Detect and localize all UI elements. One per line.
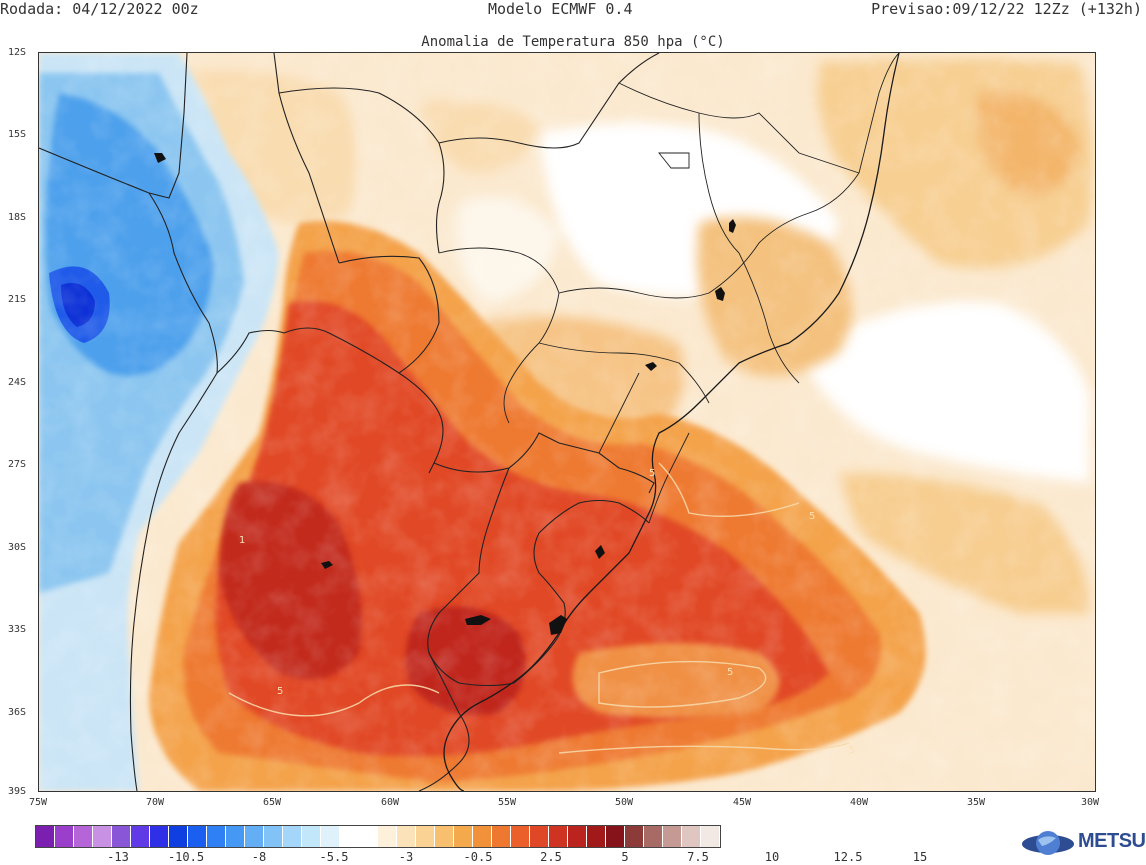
color-scale-swatch: [701, 826, 720, 847]
coastline: [443, 53, 900, 791]
lon-label: 50W: [614, 797, 634, 808]
color-scale-swatch: [378, 826, 397, 847]
metsul-logo-text: METSUL: [1078, 830, 1146, 852]
lat-label: 27S: [8, 459, 27, 470]
color-scale-swatch: [682, 826, 701, 847]
lon-label: 60W: [380, 797, 400, 808]
contour-label: 5: [849, 745, 855, 756]
lat-label: 33S: [8, 624, 27, 635]
color-scale-swatch: [397, 826, 416, 847]
color-scale-swatch: [302, 826, 321, 847]
color-scale-swatch: [359, 826, 378, 847]
state-borders: [438, 53, 900, 524]
color-scale-swatch: [245, 826, 264, 847]
color-scale-label: 2.5: [540, 850, 562, 864]
contour-label: 1: [239, 535, 245, 546]
color-scale-swatch: [435, 826, 454, 847]
contour-label: 5: [727, 667, 733, 678]
color-scale-swatch: [511, 826, 530, 847]
globe-icon: [1022, 831, 1074, 855]
lat-label: 36S: [8, 707, 27, 718]
model-label: Modelo ECMWF 0.4: [488, 0, 633, 18]
color-scale-swatch: [473, 826, 492, 847]
color-scale-swatch: [207, 826, 226, 847]
color-scale-swatch: [226, 826, 245, 847]
color-scale-swatch: [36, 826, 55, 847]
map-canvas: 5 5 5 5 5 1: [39, 53, 1095, 791]
color-scale-label: 15: [912, 850, 928, 864]
color-scale-label: 12.5: [833, 850, 863, 864]
color-scale-swatch: [549, 826, 568, 847]
color-scale-swatch: [644, 826, 663, 847]
anomaly-contours: [228, 462, 850, 754]
color-scale-label: 5: [621, 850, 629, 864]
color-scale-swatch: [625, 826, 644, 847]
color-scale-label: -10.5: [167, 850, 205, 864]
color-scale-swatch: [55, 826, 74, 847]
color-scale-swatch: [150, 826, 169, 847]
contour-label: 5: [649, 468, 655, 479]
inland-water-bodies: [154, 153, 736, 635]
color-scale-swatch: [131, 826, 150, 847]
color-scale-swatch: [568, 826, 587, 847]
color-scale-swatch: [416, 826, 435, 847]
lat-label: 30S: [8, 542, 27, 553]
contour-label: 5: [809, 511, 815, 522]
lon-label: 75W: [28, 797, 48, 808]
color-scale-swatch: [112, 826, 131, 847]
color-scale-swatch: [74, 826, 93, 847]
color-scale-swatch: [264, 826, 283, 847]
lat-label: 18S: [8, 212, 27, 223]
contour-labels: 5 5 5 5 5 1: [239, 468, 855, 756]
metsul-logo: METSUL: [1020, 826, 1146, 862]
color-scale-bar: [35, 825, 721, 848]
color-scale-label: -3: [398, 850, 414, 864]
contour-label: 5: [277, 686, 283, 697]
color-scale-swatch: [454, 826, 473, 847]
lat-label: 21S: [8, 294, 27, 305]
lat-label: 15S: [8, 129, 27, 140]
lon-label: 70W: [145, 797, 165, 808]
color-scale-swatch: [606, 826, 625, 847]
color-scale-label: -5.5: [319, 850, 349, 864]
color-scale-label: 7.5: [687, 850, 709, 864]
lat-label: 39S: [8, 786, 27, 797]
forecast-label: Previsao:09/12/22 12Zz (+132h): [871, 0, 1142, 18]
color-scale-swatch: [663, 826, 682, 847]
color-scale-swatch: [93, 826, 112, 847]
color-scale-swatch: [321, 826, 340, 847]
map-title: Anomalia de Temperatura 850 hpa (°C): [421, 34, 725, 50]
lat-label: 12S: [8, 47, 27, 58]
lon-label: 40W: [849, 797, 869, 808]
color-scale-swatch: [530, 826, 549, 847]
texture-overlay: [39, 53, 1095, 791]
color-scale-label: -0.5: [463, 850, 493, 864]
anomaly-map: 5 5 5 5 5 1: [38, 52, 1096, 792]
color-scale-swatch: [283, 826, 302, 847]
lon-label: 35W: [966, 797, 986, 808]
color-scale-label: 10: [764, 850, 780, 864]
country-borders: [39, 53, 660, 791]
color-scale-swatch: [188, 826, 207, 847]
lon-label: 65W: [262, 797, 282, 808]
color-scale-swatch: [587, 826, 606, 847]
lon-label: 55W: [497, 797, 517, 808]
color-scale-swatch: [169, 826, 188, 847]
color-scale-swatch: [340, 826, 359, 847]
color-scale-label: -13: [107, 850, 129, 864]
lon-label: 30W: [1080, 797, 1100, 808]
color-scale-label: -8: [251, 850, 267, 864]
lon-label: 45W: [732, 797, 752, 808]
lat-label: 24S: [8, 377, 27, 388]
color-scale-swatch: [492, 826, 511, 847]
run-date-label: Rodada: 04/12/2022 00z: [0, 0, 199, 18]
